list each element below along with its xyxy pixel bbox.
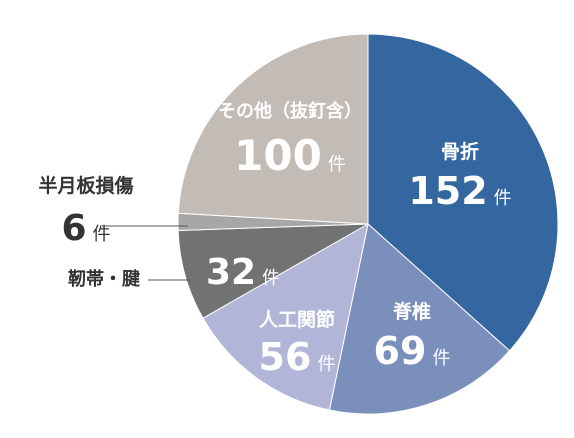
slice-0-name-label: 骨折 <box>441 141 479 163</box>
slice-1-value-label: 69 件 <box>374 329 451 373</box>
slice-5-name-label: その他（抜釘含） <box>218 100 362 122</box>
pie-slices <box>177 33 559 415</box>
slice-2-name-label: 人工関節 <box>259 308 335 331</box>
slice-0-value-unit: 件 <box>494 188 512 209</box>
slice-3-value-label: 32 件 <box>206 252 280 293</box>
leader-lines <box>102 225 190 281</box>
slice-0-wedge <box>367 33 559 352</box>
slice-2-wedge <box>202 223 369 411</box>
slice-0-value-label: 152 件 <box>408 169 511 213</box>
slice-1-value-unit: 件 <box>432 348 450 369</box>
slice-5-wedge <box>177 33 369 225</box>
slice-3-value-unit: 件 <box>262 268 280 289</box>
slice-2-value-number: 56 <box>259 335 312 379</box>
slice-0-value-number: 152 <box>408 169 487 213</box>
slice-4-value-number: 6 <box>61 208 86 249</box>
slice-3-value-number: 32 <box>206 252 256 293</box>
slice-2-value-unit: 件 <box>317 354 335 375</box>
slice-2-value-label: 56 件 <box>259 335 336 379</box>
slice-3-name-label: 靭帯・腱 <box>68 268 141 290</box>
slice-1-name-label: 脊椎 <box>392 300 431 323</box>
slice-5-value-unit: 件 <box>328 154 346 175</box>
slice-4-value-unit: 件 <box>93 224 111 245</box>
slice-1-value-number: 69 <box>374 329 427 373</box>
slice-5-value-number: 100 <box>234 131 322 180</box>
slice-1-wedge <box>328 223 511 415</box>
slice-3-wedge <box>177 223 369 319</box>
slice-4-name-label: 半月板損傷 <box>38 174 133 197</box>
slice-5-value-label: 100 件 <box>234 131 346 180</box>
